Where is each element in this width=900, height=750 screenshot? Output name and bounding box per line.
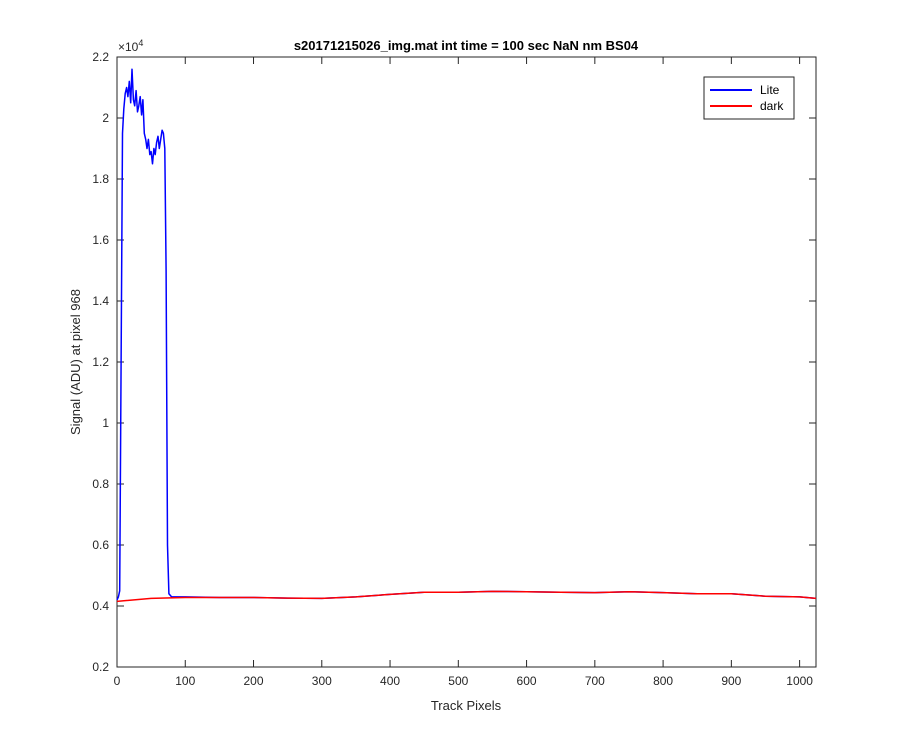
y-tick-label: 0.4 [92,599,109,613]
x-tick-label: 900 [721,674,741,688]
legend-label-lite: Lite [760,83,780,97]
plot-area [116,56,817,668]
y-tick-label: 1 [102,416,109,430]
x-tick-label: 1000 [786,674,813,688]
x-tick-label: 400 [380,674,400,688]
y-tick-label: 1.8 [92,172,109,186]
y-axis-label: Signal (ADU) at pixel 968 [68,289,83,435]
x-axis-label: Track Pixels [431,698,502,713]
x-tick-label: 0 [114,674,121,688]
x-tick-label: 300 [312,674,332,688]
y-tick-label: 2 [102,111,109,125]
y-tick-label: 0.6 [92,538,109,552]
y-tick-label: 0.2 [92,660,109,674]
y-axis-exponent: ×104 [118,38,143,54]
y-axis-tick-labels: 0.2 0.4 0.6 0.8 1 1.2 1.4 1.6 1.8 2 2.2 [92,50,109,674]
y-tick-label: 1.2 [92,355,109,369]
y-tick-label: 1.6 [92,233,109,247]
x-tick-label: 100 [175,674,195,688]
y-tick-label: 1.4 [92,294,109,308]
legend: Lite dark [703,76,795,120]
x-tick-label: 600 [517,674,537,688]
series-line-dark [116,590,817,603]
legend-box [703,76,795,120]
x-tick-label: 800 [653,674,673,688]
x-tick-label: 200 [244,674,264,688]
chart-title: s20171215026_img.mat int time = 100 sec … [294,38,639,53]
x-tick-label: 700 [585,674,605,688]
legend-label-dark: dark [760,99,784,113]
y-tick-label: 0.8 [92,477,109,491]
x-axis-tick-labels: 0 100 200 300 400 500 600 700 800 900 1000 [114,674,814,688]
x-tick-label: 500 [448,674,468,688]
series-layer [116,68,817,603]
y-tick-label: 2.2 [92,50,109,64]
